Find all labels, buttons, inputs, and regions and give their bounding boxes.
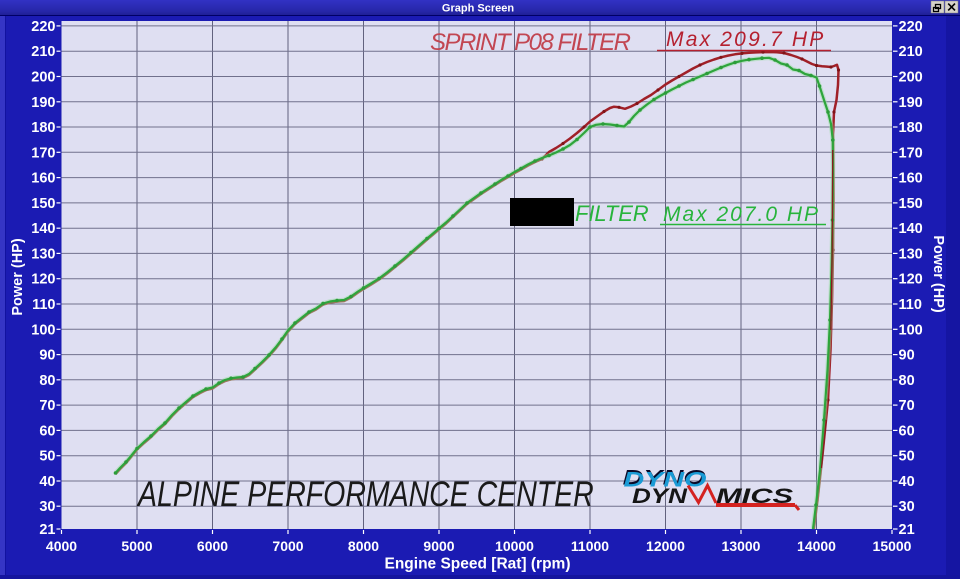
svg-text:8000: 8000 <box>348 538 379 554</box>
svg-text:190: 190 <box>31 95 55 111</box>
svg-text:7000: 7000 <box>272 538 303 554</box>
svg-text:70: 70 <box>39 398 55 414</box>
svg-text:15000: 15000 <box>873 538 912 554</box>
svg-text:80: 80 <box>39 373 55 389</box>
svg-text:FILTER: FILTER <box>575 201 649 226</box>
svg-text:110: 110 <box>899 297 922 313</box>
svg-text:DYN: DYN <box>632 485 688 508</box>
svg-text:200: 200 <box>31 70 55 86</box>
svg-text:40: 40 <box>39 474 55 490</box>
svg-text:21: 21 <box>899 522 915 538</box>
svg-text:MICS: MICS <box>716 485 793 508</box>
svg-text:Max 209.7 HP: Max 209.7 HP <box>666 28 825 51</box>
svg-text:120: 120 <box>31 272 55 288</box>
svg-text:100: 100 <box>31 322 55 338</box>
svg-text:120: 120 <box>899 272 923 288</box>
svg-text:Power (HP): Power (HP) <box>10 238 26 316</box>
svg-text:170: 170 <box>899 145 923 161</box>
svg-text:180: 180 <box>899 120 923 136</box>
svg-text:140: 140 <box>899 221 923 237</box>
svg-text:ALPINE PERFORMANCE CENTER: ALPINE PERFORMANCE CENTER <box>136 474 594 513</box>
svg-text:60: 60 <box>39 423 55 439</box>
svg-text:160: 160 <box>899 171 923 187</box>
svg-text:220: 220 <box>899 19 923 35</box>
svg-text:170: 170 <box>31 145 55 161</box>
svg-text:110: 110 <box>32 297 55 313</box>
svg-text:4000: 4000 <box>46 538 77 554</box>
svg-text:180: 180 <box>31 120 55 136</box>
svg-text:50: 50 <box>899 449 915 465</box>
svg-text:40: 40 <box>899 474 915 490</box>
svg-text:130: 130 <box>899 246 923 262</box>
svg-text:200: 200 <box>899 70 923 86</box>
svg-text:220: 220 <box>31 19 55 35</box>
svg-text:13000: 13000 <box>722 538 761 554</box>
svg-text:30: 30 <box>899 499 915 515</box>
svg-text:14000: 14000 <box>797 538 836 554</box>
svg-text:60: 60 <box>899 423 915 439</box>
svg-text:9000: 9000 <box>423 538 454 554</box>
svg-text:6000: 6000 <box>197 538 228 554</box>
svg-text:30: 30 <box>39 499 55 515</box>
svg-text:190: 190 <box>899 95 923 111</box>
svg-text:90: 90 <box>39 348 55 364</box>
svg-text:210: 210 <box>899 44 923 60</box>
svg-text:10000: 10000 <box>495 538 534 554</box>
svg-text:100: 100 <box>899 322 923 338</box>
svg-text:50: 50 <box>39 449 55 465</box>
svg-text:5000: 5000 <box>121 538 152 554</box>
svg-text:Graph Screen: Graph Screen <box>442 3 514 15</box>
svg-text:70: 70 <box>899 398 915 414</box>
svg-text:SPRINT P08 FILTER: SPRINT P08 FILTER <box>430 29 631 56</box>
svg-text:12000: 12000 <box>646 538 685 554</box>
svg-text:Engine Speed [Rat] (rpm): Engine Speed [Rat] (rpm) <box>384 556 570 573</box>
svg-text:130: 130 <box>31 246 55 262</box>
svg-text:DYNO: DYNO <box>624 468 707 492</box>
svg-text:21: 21 <box>39 522 55 538</box>
svg-text:90: 90 <box>899 348 915 364</box>
svg-text:210: 210 <box>31 44 55 60</box>
svg-text:150: 150 <box>31 196 55 212</box>
svg-text:140: 140 <box>31 221 55 237</box>
svg-text:11000: 11000 <box>571 538 609 554</box>
svg-text:DYNO: DYNO <box>623 466 706 490</box>
svg-text:Max 207.0 HP: Max 207.0 HP <box>663 203 820 226</box>
svg-text:160: 160 <box>31 171 55 187</box>
svg-text:80: 80 <box>899 373 915 389</box>
svg-text:Power (HP): Power (HP) <box>930 235 946 313</box>
svg-text:150: 150 <box>899 196 923 212</box>
